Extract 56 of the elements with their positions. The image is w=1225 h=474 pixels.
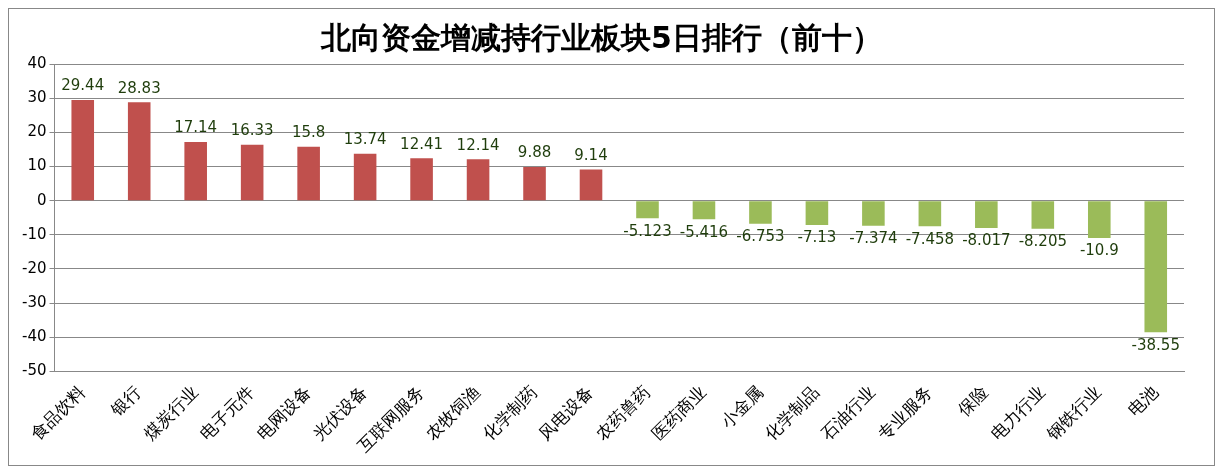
bar bbox=[127, 102, 151, 201]
y-tick-label: 30 bbox=[27, 88, 47, 107]
y-tick-label: 10 bbox=[27, 156, 47, 175]
data-label: -7.458 bbox=[905, 229, 955, 248]
data-label: -8.017 bbox=[962, 231, 1011, 250]
data-label: 17.14 bbox=[174, 118, 218, 137]
data-label: 16.33 bbox=[230, 121, 274, 140]
bar bbox=[918, 201, 942, 227]
bar bbox=[749, 201, 772, 224]
bar bbox=[805, 201, 829, 226]
data-label: 29.44 bbox=[61, 76, 105, 95]
data-label: -7.13 bbox=[797, 228, 837, 247]
x-tick-label: 银行 bbox=[106, 381, 146, 421]
bar bbox=[692, 201, 716, 220]
data-label: 28.83 bbox=[117, 78, 161, 97]
data-label: 9.14 bbox=[574, 145, 608, 164]
data-label: 13.74 bbox=[343, 130, 387, 149]
bar bbox=[1087, 201, 1111, 238]
data-label: -5.416 bbox=[679, 222, 729, 241]
bar bbox=[466, 159, 490, 201]
bar bbox=[975, 201, 998, 229]
x-tick-label: 保险 bbox=[954, 381, 993, 420]
bar bbox=[353, 153, 377, 201]
data-label: 9.88 bbox=[517, 143, 552, 162]
x-tick-label: 小金属 bbox=[716, 381, 767, 432]
bar bbox=[297, 146, 320, 201]
data-label: 12.14 bbox=[456, 135, 500, 154]
bar bbox=[523, 166, 546, 201]
data-label: 12.41 bbox=[400, 134, 444, 153]
y-tick-label: -10 bbox=[22, 224, 47, 243]
bar bbox=[579, 169, 603, 201]
bar bbox=[240, 144, 264, 201]
data-label: -38.55 bbox=[1131, 335, 1180, 354]
y-tick-label: 20 bbox=[27, 122, 47, 141]
y-tick-label: -50 bbox=[22, 361, 47, 380]
bar bbox=[184, 142, 207, 201]
bar bbox=[410, 158, 433, 201]
x-tick-label: 电池 bbox=[1123, 381, 1162, 420]
bar bbox=[1031, 201, 1055, 229]
data-label: -5.123 bbox=[623, 221, 672, 240]
data-label: -7.374 bbox=[849, 229, 898, 248]
y-tick-label: -40 bbox=[22, 327, 47, 346]
y-tick-label: 40 bbox=[27, 53, 47, 72]
y-tick-label: 0 bbox=[36, 190, 47, 209]
bar bbox=[1144, 201, 1168, 333]
y-tick-label: -30 bbox=[22, 293, 47, 312]
data-label: -10.9 bbox=[1079, 241, 1119, 260]
bar bbox=[636, 201, 659, 219]
data-label: -6.753 bbox=[736, 227, 785, 246]
x-tick-label: 食品饮料 bbox=[26, 381, 89, 444]
data-label: 15.8 bbox=[291, 123, 326, 142]
bar bbox=[862, 201, 885, 226]
data-label: -8.205 bbox=[1018, 232, 1067, 251]
y-tick-label: -20 bbox=[22, 258, 47, 277]
bar bbox=[71, 100, 95, 201]
chart-title: 北向资金增减持行业板块5日排行（前十） bbox=[320, 19, 882, 55]
